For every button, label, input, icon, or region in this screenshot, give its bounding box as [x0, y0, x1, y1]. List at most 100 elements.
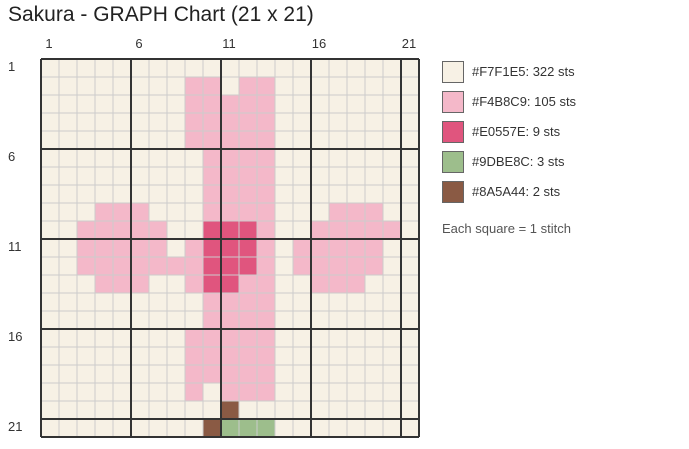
- stitch-cell: [275, 149, 293, 167]
- stitch-cell: [59, 383, 77, 401]
- stitch-cell: [311, 383, 329, 401]
- stitch-cell: [167, 401, 185, 419]
- stitch-cell: [113, 167, 131, 185]
- stitch-cell: [203, 167, 221, 185]
- stitch-cell: [293, 113, 311, 131]
- stitch-cell: [293, 257, 311, 275]
- stitch-cell: [383, 131, 401, 149]
- stitch-cell: [257, 419, 275, 437]
- stitch-cell: [41, 221, 59, 239]
- stitch-cell: [401, 221, 419, 239]
- stitch-cell: [329, 311, 347, 329]
- stitch-cell: [41, 131, 59, 149]
- stitch-cell: [365, 275, 383, 293]
- stitch-cell: [41, 77, 59, 95]
- stitch-cell: [221, 419, 239, 437]
- stitch-cell: [257, 401, 275, 419]
- legend-label: #F7F1E5: 322 sts: [472, 64, 575, 79]
- stitch-cell: [221, 95, 239, 113]
- stitch-cell: [239, 95, 257, 113]
- stitch-cell: [329, 149, 347, 167]
- stitch-cell: [239, 401, 257, 419]
- stitch-cell: [167, 203, 185, 221]
- stitch-cell: [365, 347, 383, 365]
- stitch-cell: [41, 275, 59, 293]
- stitch-cell: [311, 167, 329, 185]
- stitch-cell: [131, 275, 149, 293]
- stitch-cell: [131, 203, 149, 221]
- stitch-cell: [401, 185, 419, 203]
- stitch-cell: [221, 293, 239, 311]
- stitch-cell: [275, 95, 293, 113]
- stitch-cell: [77, 401, 95, 419]
- stitch-cell: [275, 221, 293, 239]
- stitch-cell: [113, 311, 131, 329]
- stitch-cell: [131, 311, 149, 329]
- stitch-cell: [311, 185, 329, 203]
- stitch-cell: [167, 131, 185, 149]
- stitch-cell: [59, 311, 77, 329]
- stitch-cell: [293, 293, 311, 311]
- stitch-cell: [221, 203, 239, 221]
- stitch-cell: [77, 293, 95, 311]
- stitch-cell: [113, 113, 131, 131]
- stitch-cell: [347, 365, 365, 383]
- stitch-cell: [293, 95, 311, 113]
- stitch-cell: [329, 59, 347, 77]
- stitch-cell: [311, 347, 329, 365]
- stitch-cell: [95, 383, 113, 401]
- stitch-cell: [239, 185, 257, 203]
- stitch-cell: [185, 221, 203, 239]
- stitch-cell: [95, 95, 113, 113]
- stitch-cell: [59, 257, 77, 275]
- stitch-cell: [95, 77, 113, 95]
- stitch-cell: [113, 77, 131, 95]
- stitch-cell: [293, 203, 311, 221]
- stitch-cell: [41, 149, 59, 167]
- stitch-cell: [149, 185, 167, 203]
- stitch-cell: [275, 347, 293, 365]
- stitch-cell: [59, 167, 77, 185]
- stitch-cell: [149, 167, 167, 185]
- stitch-cell: [59, 95, 77, 113]
- stitch-cell: [203, 329, 221, 347]
- stitch-cell: [383, 419, 401, 437]
- stitch-cell: [347, 113, 365, 131]
- stitch-cell: [149, 383, 167, 401]
- stitch-cell: [383, 185, 401, 203]
- stitch-cell: [185, 293, 203, 311]
- stitch-cell: [401, 311, 419, 329]
- stitch-cell: [185, 149, 203, 167]
- stitch-cell: [131, 401, 149, 419]
- stitch-cell: [221, 383, 239, 401]
- stitch-cell: [239, 347, 257, 365]
- stitch-cell: [203, 383, 221, 401]
- stitch-cell: [401, 347, 419, 365]
- stitch-cell: [311, 95, 329, 113]
- stitch-cell: [311, 59, 329, 77]
- stitch-cell: [293, 77, 311, 95]
- stitch-cell: [41, 185, 59, 203]
- stitch-cell: [77, 131, 95, 149]
- stitch-cell: [401, 239, 419, 257]
- stitch-cell: [347, 167, 365, 185]
- stitch-cell: [347, 77, 365, 95]
- stitch-cell: [185, 311, 203, 329]
- stitch-cell: [203, 95, 221, 113]
- stitch-cell: [131, 77, 149, 95]
- row-label: 1: [8, 59, 16, 74]
- stitch-cell: [275, 275, 293, 293]
- stitch-cell: [365, 95, 383, 113]
- stitch-cell: [329, 347, 347, 365]
- stitch-cell: [311, 149, 329, 167]
- stitch-cell: [59, 329, 77, 347]
- stitch-cell: [113, 257, 131, 275]
- stitch-cell: [347, 347, 365, 365]
- stitch-cell: [203, 221, 221, 239]
- stitch-cell: [95, 131, 113, 149]
- stitch-cell: [41, 365, 59, 383]
- stitch-cell: [41, 167, 59, 185]
- stitch-cell: [41, 311, 59, 329]
- stitch-cell: [257, 383, 275, 401]
- stitch-cell: [221, 347, 239, 365]
